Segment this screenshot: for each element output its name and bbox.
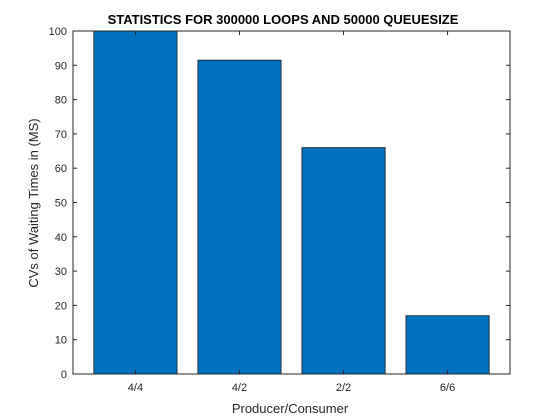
axes-group: 0 10 20 30 40 50 60 70 80 90 100 4/4 4/2 2/2 6/6 — [49, 26, 511, 394]
y-tick-label: 70 — [55, 129, 67, 141]
bar-4-2 — [197, 59, 282, 375]
bar-2-2 — [301, 147, 386, 375]
x-tick-label: 2/2 — [336, 382, 351, 394]
bar-6-6 — [405, 315, 490, 375]
x-axis-label: Producer/Consumer — [232, 401, 349, 416]
y-tick-label: 90 — [55, 60, 67, 72]
y-tick-label: 100 — [49, 26, 67, 38]
y-tick-label: 10 — [55, 335, 67, 347]
chart-title: STATISTICS FOR 300000 LOOPS AND 50000 QU… — [108, 12, 459, 27]
y-tick-label: 50 — [55, 198, 67, 210]
y-tick-label: 40 — [55, 232, 67, 244]
y-tick-label: 20 — [55, 300, 67, 312]
y-tick-label: 0 — [61, 369, 67, 381]
y-axis-label: CVs of Waiting Times in (MS) — [26, 118, 41, 287]
bar-4-4 — [93, 30, 178, 375]
x-tick-label: 6/6 — [440, 382, 455, 394]
y-tick-label: 30 — [55, 266, 67, 278]
bars-group — [93, 30, 490, 375]
y-tick-label: 60 — [55, 163, 67, 175]
x-tick-label: 4/4 — [128, 382, 143, 394]
y-tick-label: 80 — [55, 95, 67, 107]
x-tick-label: 4/2 — [232, 382, 247, 394]
